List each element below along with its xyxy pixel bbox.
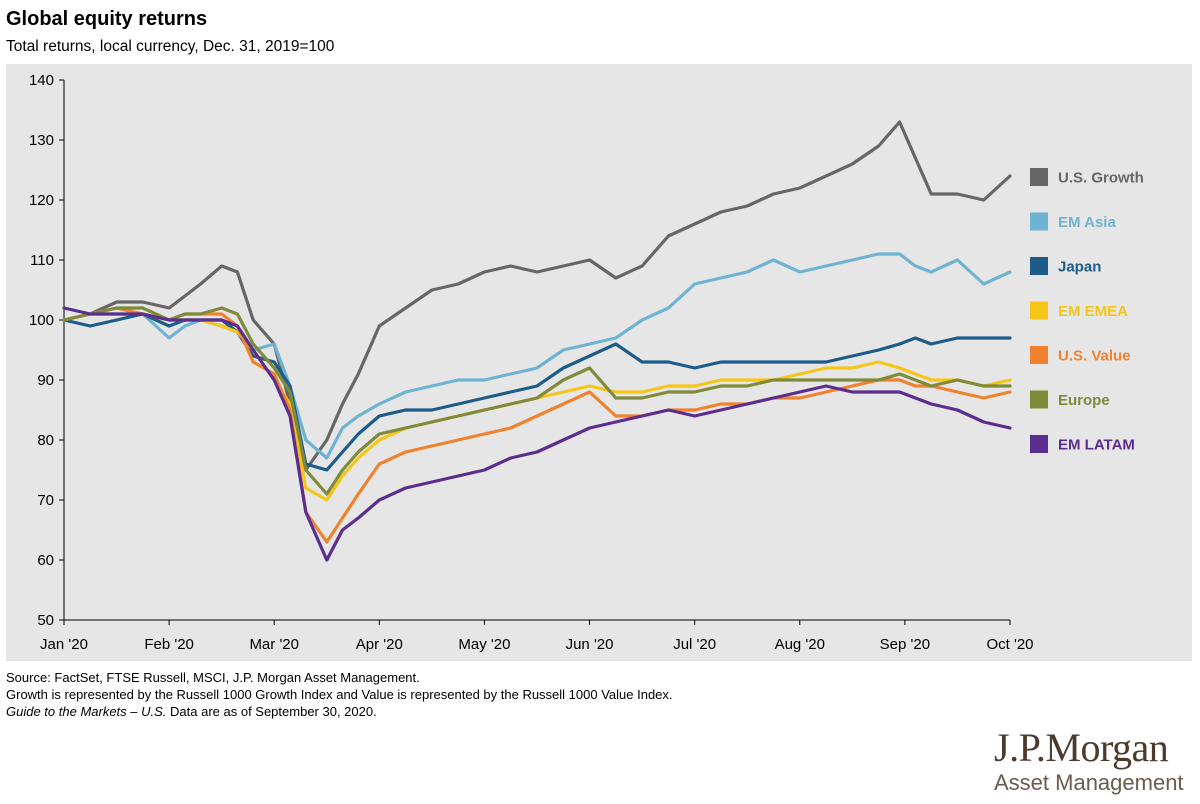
y-tick-label: 60 bbox=[37, 552, 54, 569]
legend-label-u-s-growth: U.S. Growth bbox=[1058, 170, 1144, 187]
series-line-u-s-growth bbox=[62, 120, 1012, 472]
note-line: Growth is represented by the Russell 100… bbox=[6, 687, 673, 702]
guide-line: Guide to the Markets – U.S. Data are as … bbox=[6, 703, 673, 720]
logo-sub: Asset Management bbox=[994, 770, 1184, 795]
guide-italic: Guide to the Markets – U.S. bbox=[6, 704, 167, 719]
guide-rest: Data are as of September 30, 2020. bbox=[166, 704, 377, 719]
x-tick-label: Jul '20 bbox=[673, 636, 716, 653]
legend-swatch-europe bbox=[1030, 390, 1048, 409]
legend-swatch-u-s-growth bbox=[1030, 168, 1048, 186]
series-line-em-emea bbox=[62, 306, 1012, 502]
legend-swatch-em-latam bbox=[1030, 435, 1048, 453]
x-tick-label: Sep '20 bbox=[880, 636, 930, 653]
y-tick-label: 120 bbox=[29, 192, 54, 209]
y-tick-label: 70 bbox=[37, 492, 54, 509]
legend-label-u-s-value: U.S. Value bbox=[1058, 348, 1131, 365]
axes: 50 60 70 80 90 100 110 120 130 140 Jan '20 Feb '20 M… bbox=[29, 72, 1034, 653]
legend-label-japan: Japan bbox=[1058, 259, 1101, 276]
y-tick-label: 50 bbox=[37, 612, 54, 629]
x-tick-label: Mar '20 bbox=[249, 636, 299, 653]
page-subtitle: Total returns, local currency, Dec. 31, … bbox=[6, 38, 335, 55]
source-notes: Source: FactSet, FTSE Russell, MSCI, J.P… bbox=[6, 669, 673, 720]
legend-swatch-u-s-value bbox=[1030, 346, 1048, 364]
series-line-europe bbox=[62, 306, 1012, 496]
legend-swatch-em-asia bbox=[1030, 212, 1048, 231]
y-tick-label: 100 bbox=[29, 312, 54, 329]
x-tick-label: Apr '20 bbox=[356, 636, 403, 653]
x-tick-label: May '20 bbox=[458, 636, 510, 653]
page-title: Global equity returns bbox=[6, 8, 208, 30]
x-tick-label: Jan '20 bbox=[40, 636, 88, 653]
x-tick-label: Oct '20 bbox=[986, 636, 1033, 653]
legend: U.S. Growth EM Asia Japan EM EMEA U.S. Value… bbox=[1030, 168, 1144, 454]
legend-label-em-emea: EM EMEA bbox=[1058, 303, 1128, 320]
logo-name: J.P.Morgan bbox=[994, 725, 1169, 770]
source-line: Source: FactSet, FTSE Russell, MSCI, J.P… bbox=[6, 670, 420, 685]
x-tick-label: Jun '20 bbox=[566, 636, 614, 653]
series-line-em-asia bbox=[62, 252, 1012, 460]
jpmorgan-logo: J.P.Morgan Asset Management bbox=[994, 728, 1184, 796]
y-tick-label: 80 bbox=[37, 432, 54, 449]
series-group bbox=[62, 120, 1012, 562]
series-line-u-s-value bbox=[62, 306, 1012, 544]
legend-label-em-asia: EM Asia bbox=[1058, 214, 1116, 231]
legend-swatch-japan bbox=[1030, 257, 1048, 275]
series-line-em-latam bbox=[62, 306, 1012, 562]
legend-swatch-em-emea bbox=[1030, 301, 1048, 320]
legend-label-em-latam: EM LATAM bbox=[1058, 437, 1135, 454]
y-tick-label: 140 bbox=[29, 72, 54, 89]
x-tick-label: Feb '20 bbox=[144, 636, 194, 653]
y-tick-label: 110 bbox=[30, 252, 54, 269]
y-tick-label: 90 bbox=[37, 372, 54, 389]
plot-background bbox=[6, 64, 1192, 661]
y-tick-label: 130 bbox=[29, 132, 54, 149]
x-tick-label: Aug '20 bbox=[775, 636, 825, 653]
legend-label-europe: Europe bbox=[1058, 392, 1110, 409]
